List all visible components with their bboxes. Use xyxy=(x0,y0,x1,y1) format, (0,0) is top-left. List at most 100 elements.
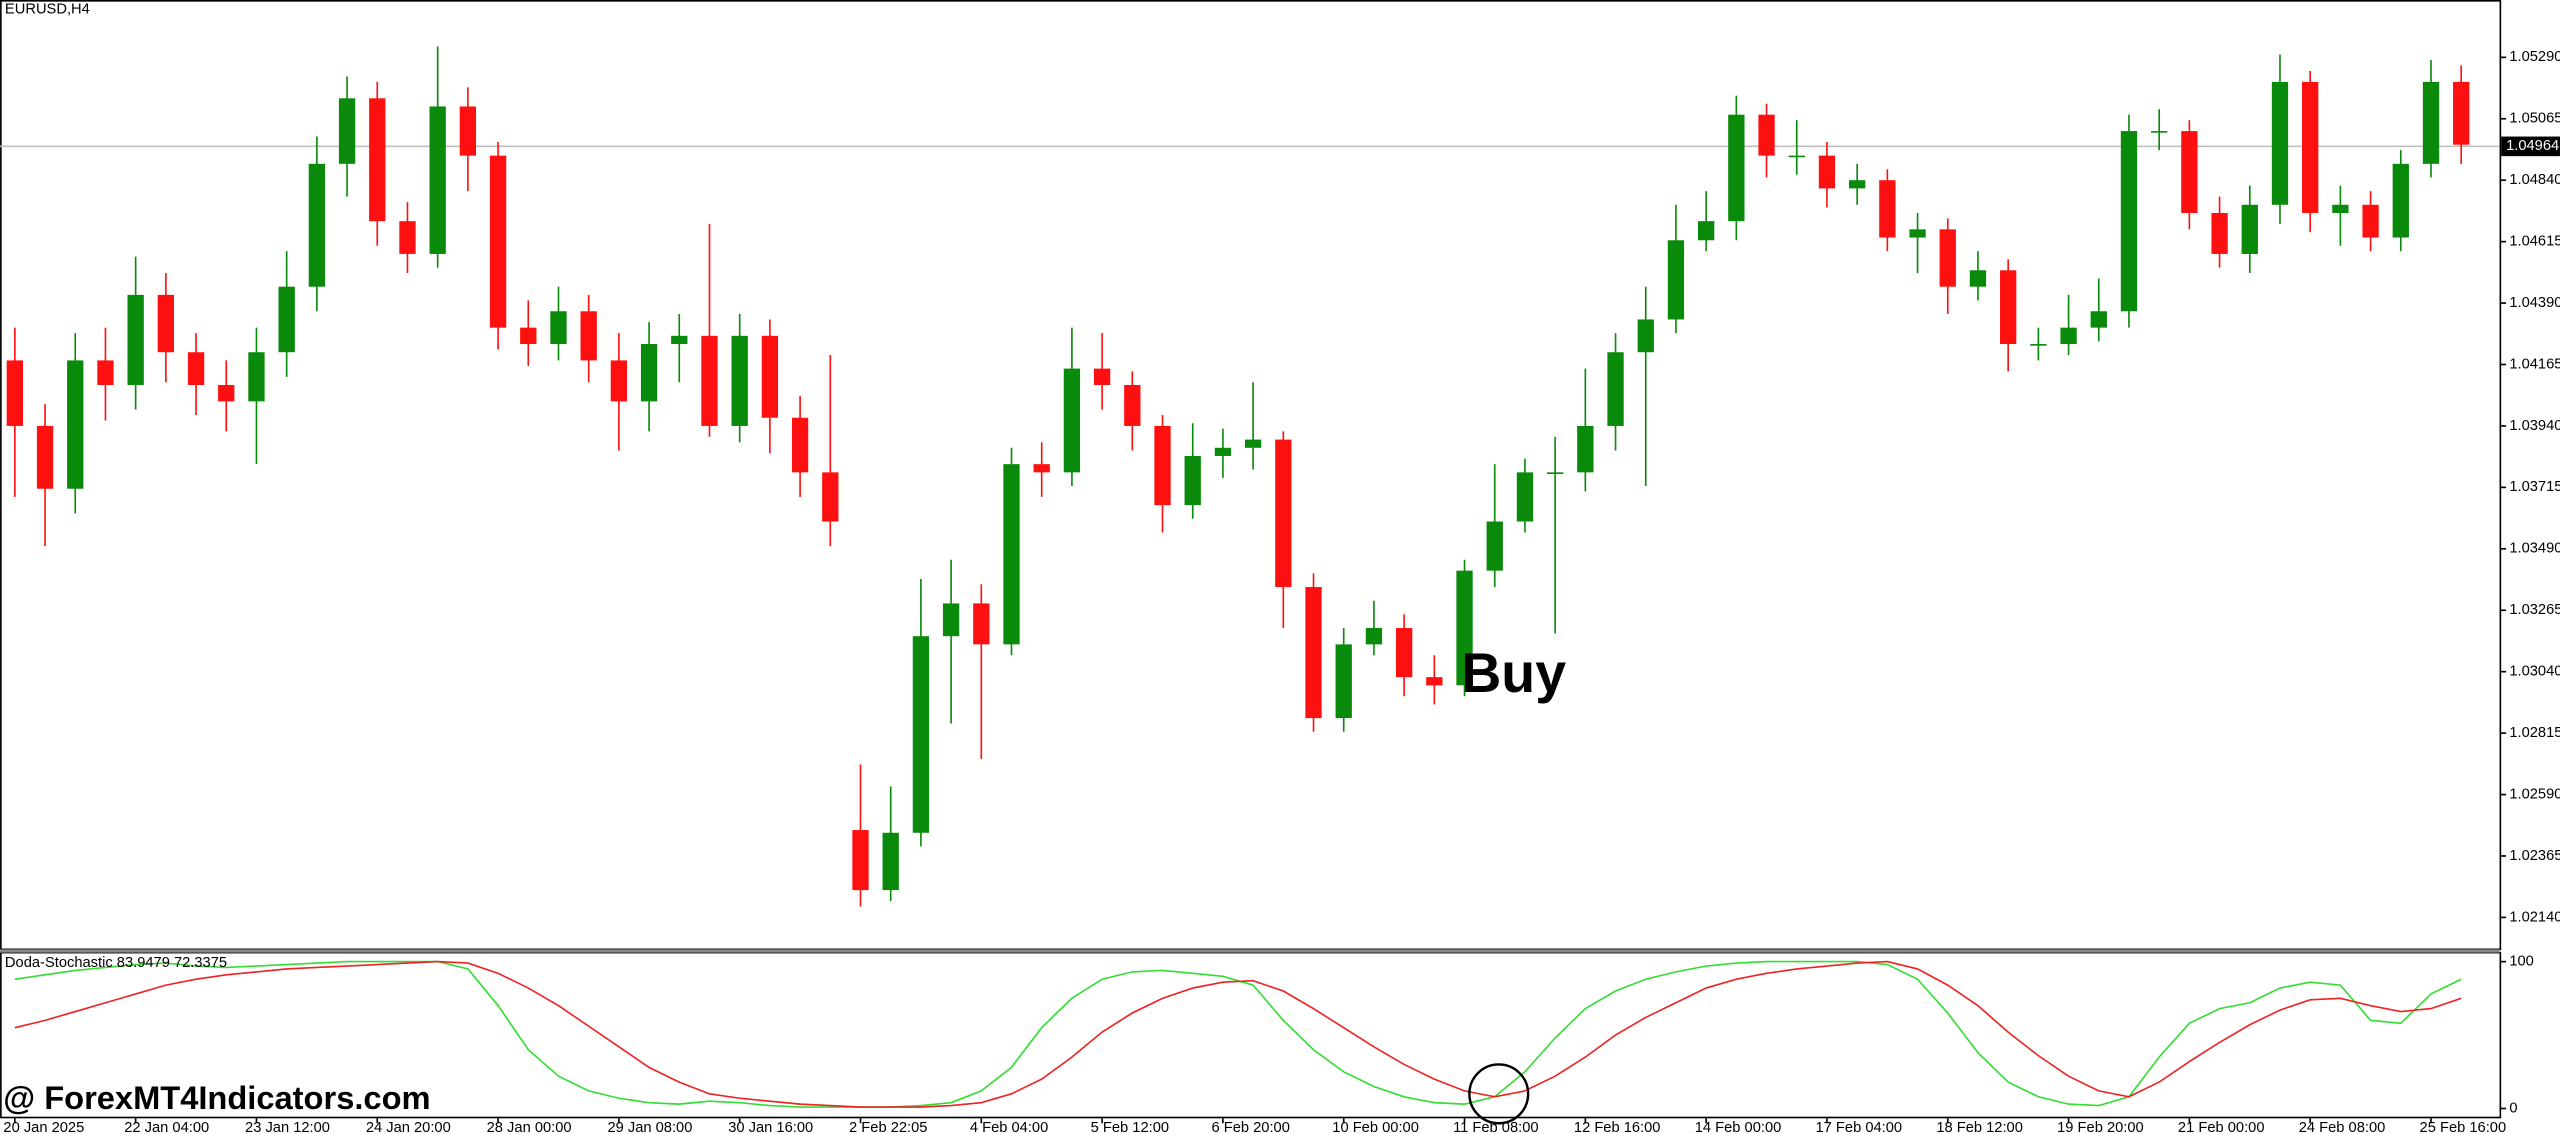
x-tick-label: 21 Feb 00:00 xyxy=(2178,1120,2265,1134)
candle-body xyxy=(2211,212,2228,254)
y-tick-label: 1.04165 xyxy=(2509,356,2560,372)
y-tick-label: 1.04615 xyxy=(2509,234,2560,250)
candle-body xyxy=(1003,464,1020,645)
candle-body xyxy=(1244,439,1262,448)
last-price-label: 1.04964 xyxy=(2506,138,2559,154)
candle-body xyxy=(1546,472,1564,474)
candle-body xyxy=(580,311,597,361)
candle-body xyxy=(1063,368,1081,473)
candle-body xyxy=(1879,180,1896,238)
x-tick-label: 23 Jan 12:00 xyxy=(245,1120,330,1134)
candle-body xyxy=(731,335,748,426)
y-tick-label: 1.02365 xyxy=(2509,848,2560,864)
y-tick-label: 1.04840 xyxy=(2509,172,2560,188)
y-tick-label: 100 xyxy=(2509,954,2534,970)
y-tick-label: 1.03265 xyxy=(2509,602,2560,618)
candle-body xyxy=(610,360,628,402)
candle-body xyxy=(973,603,990,645)
candle-body xyxy=(2392,163,2409,238)
candle-body xyxy=(127,294,144,385)
stochastic-line xyxy=(14,960,2462,1108)
candle-body xyxy=(429,106,446,254)
indicator-title: Doda-Stochastic 83.9479 72.3375 xyxy=(5,955,227,971)
x-tick-label: 11 Feb 08:00 xyxy=(1453,1120,1538,1134)
candle-body xyxy=(2453,81,2470,145)
x-tick-label: 18 Feb 12:00 xyxy=(1936,1120,2023,1134)
y-tick-label: 1.02815 xyxy=(2509,725,2560,741)
y-tick-label: 1.05065 xyxy=(2509,111,2560,127)
candle-body xyxy=(36,425,54,489)
x-tick-label: 24 Feb 08:00 xyxy=(2299,1120,2386,1134)
candle-body xyxy=(2060,327,2077,345)
candle-body xyxy=(2422,81,2440,164)
candle-body xyxy=(852,830,869,891)
candle-body xyxy=(1849,180,1866,189)
candle-body xyxy=(942,603,960,637)
x-tick-label: 30 Jan 16:00 xyxy=(728,1120,813,1134)
buy-annotation: Buy xyxy=(1461,642,1566,704)
candle-body xyxy=(520,327,537,345)
candle-body xyxy=(1426,677,1443,686)
x-tick-label: 4 Feb 04:00 xyxy=(970,1120,1048,1134)
candle-body xyxy=(2302,81,2319,213)
y-tick-label: 1.03490 xyxy=(2509,541,2560,557)
x-tick-label: 5 Feb 12:00 xyxy=(1091,1120,1169,1134)
y-tick-label: 1.05290 xyxy=(2509,49,2560,65)
x-tick-label: 20 Jan 2025 xyxy=(3,1120,84,1134)
candle-body xyxy=(791,417,809,473)
y-tick-label: 1.03040 xyxy=(2509,664,2560,680)
candle-body xyxy=(1033,464,1050,473)
candle-body xyxy=(399,221,416,254)
candle-body xyxy=(912,636,930,833)
candle-body xyxy=(1818,155,1836,189)
candle-body xyxy=(338,98,356,164)
candle-body xyxy=(1395,627,1413,678)
x-tick-label: 14 Feb 00:00 xyxy=(1695,1120,1782,1134)
candle-body xyxy=(278,286,295,353)
x-tick-label: 29 Jan 08:00 xyxy=(607,1120,692,1134)
candle-body xyxy=(1093,368,1111,385)
candle-body xyxy=(1365,627,1383,645)
signal-circle xyxy=(1468,1063,1530,1125)
candle-body xyxy=(489,155,507,328)
y-tick-label: 1.03940 xyxy=(2509,418,2560,434)
candle-body xyxy=(218,384,235,402)
candle-body xyxy=(1516,472,1534,522)
x-tick-label: 24 Jan 20:00 xyxy=(366,1120,451,1134)
candle-body xyxy=(1667,240,1685,320)
watermark: @ ForexMT4Indicators.com xyxy=(3,1079,430,1116)
candle-body xyxy=(1607,352,1624,426)
candle-body xyxy=(369,98,386,222)
candle-body xyxy=(97,360,114,385)
candle-body xyxy=(459,106,477,156)
candle-body xyxy=(248,352,265,402)
candle-body xyxy=(1335,644,1352,719)
y-tick-label: 1.04390 xyxy=(2509,295,2560,311)
candle-body xyxy=(822,472,839,522)
y-tick-label: 1.02140 xyxy=(2509,909,2560,925)
candle-body xyxy=(1909,229,1926,238)
candle-body xyxy=(1969,270,1987,287)
candle-body xyxy=(1577,425,1594,473)
candle-body xyxy=(1305,587,1322,719)
candle-body xyxy=(2120,131,2138,312)
candle-body xyxy=(640,344,658,402)
x-tick-label: 2 Feb 22:05 xyxy=(849,1120,927,1134)
candle-body xyxy=(2271,81,2289,205)
candle-body xyxy=(2090,311,2107,328)
x-tick-label: 17 Feb 04:00 xyxy=(1816,1120,1903,1134)
candle-body xyxy=(671,335,688,345)
symbol-title: EURUSD,H4 xyxy=(5,2,90,18)
candle-body xyxy=(2241,204,2258,254)
candle-body xyxy=(2000,270,2017,345)
x-tick-label: 19 Feb 20:00 xyxy=(2057,1120,2144,1134)
candle-body xyxy=(1637,319,1654,353)
candle-body xyxy=(2151,131,2168,133)
candle-body xyxy=(1124,384,1141,426)
candle-body xyxy=(67,360,84,489)
candle-body xyxy=(1697,221,1715,241)
x-tick-label: 22 Jan 04:00 xyxy=(124,1120,209,1134)
candle-body xyxy=(6,360,23,426)
candle-body xyxy=(308,163,326,287)
y-tick-label: 0 xyxy=(2509,1100,2517,1116)
